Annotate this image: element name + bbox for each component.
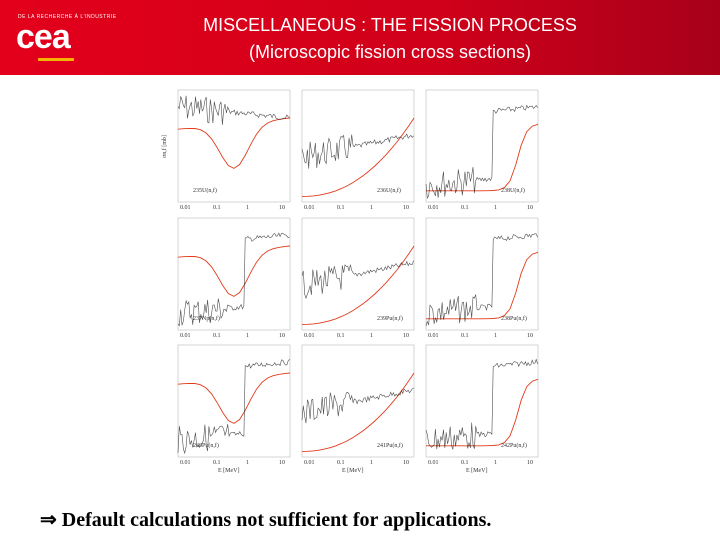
- panel-label: 235U(n,f): [193, 187, 217, 194]
- x-tick-label: 0.1: [213, 460, 221, 466]
- exp-data: [301, 133, 414, 169]
- panel-label: 238U(n,f): [501, 187, 525, 194]
- calc-curve: [177, 245, 291, 297]
- calc-curve: [177, 117, 291, 169]
- x-tick-label: 10: [279, 460, 285, 466]
- panel-label: 240Pu(n,f): [193, 442, 219, 449]
- panel-frame: [425, 344, 539, 458]
- panel-frame: [425, 89, 539, 203]
- bullet: ⇒ Default calculations not sufficient fo…: [40, 509, 492, 531]
- x-tick-label: 0.1: [461, 460, 469, 466]
- y-axis-label: σn,f [mb]: [161, 135, 168, 158]
- header: DE LA RECHERCHE À L'INDUSTRIE cea MISCEL…: [0, 0, 720, 75]
- logo: cea: [16, 18, 71, 56]
- x-tick-label: 0.01: [180, 460, 191, 466]
- x-tick-label: 1: [494, 205, 497, 211]
- x-axis-label: E [MeV]: [218, 468, 240, 474]
- panel-label: 239Pu(n,f): [377, 315, 403, 322]
- exp-data: [425, 104, 538, 200]
- x-tick-label: 0.01: [428, 460, 439, 466]
- x-tick-label: 0.01: [304, 205, 315, 211]
- x-tick-label: 0.01: [304, 460, 315, 466]
- x-tick-label: 10: [403, 205, 409, 211]
- x-axis-label: E [MeV]: [342, 468, 364, 474]
- x-tick-label: 10: [403, 460, 409, 466]
- x-tick-label: 0.1: [337, 333, 345, 339]
- x-tick-label: 10: [403, 333, 409, 339]
- x-tick-label: 1: [246, 333, 249, 339]
- x-tick-label: 10: [527, 333, 533, 339]
- panel-frame: [301, 217, 415, 331]
- x-tick-label: 0.01: [428, 333, 439, 339]
- x-tick-label: 0.01: [304, 333, 315, 339]
- calc-curve: [426, 123, 539, 192]
- x-tick-label: 0.01: [428, 205, 439, 211]
- exp-data: [301, 387, 414, 424]
- x-tick-label: 1: [246, 460, 249, 466]
- panel-frame: [177, 344, 291, 458]
- panel-frame: [425, 217, 539, 331]
- x-tick-label: 0.1: [461, 333, 469, 339]
- figure: σn,f [mb] 235U(n,f) 0.01 0.1 1 10 236U(n,f) 0.0…: [161, 89, 539, 474]
- exp-data: [425, 233, 538, 327]
- x-tick-label: 0.1: [337, 460, 345, 466]
- logo-bar: [38, 58, 74, 61]
- panel-label: 238Pu(n,f): [501, 315, 527, 322]
- title: MISCELLANEOUS : THE FISSION PROCESS: [203, 15, 577, 35]
- panel-frame: [301, 344, 415, 458]
- calc-curve: [426, 251, 539, 320]
- exp-data: [177, 95, 290, 125]
- exp-data: [425, 358, 538, 450]
- panel-label: 237Np(n,f): [193, 315, 220, 322]
- panel-label: 241Pu(n,f): [377, 442, 403, 449]
- org-name: DE LA RECHERCHE À L'INDUSTRIE: [18, 14, 117, 20]
- panel-frame: [177, 217, 291, 331]
- x-tick-label: 1: [370, 333, 373, 339]
- panel-label: 236U(n,f): [377, 187, 401, 194]
- x-tick-label: 10: [527, 460, 533, 466]
- x-tick-label: 10: [279, 333, 285, 339]
- x-tick-label: 0.1: [213, 205, 221, 211]
- panel-label: 242Pu(n,f): [501, 442, 527, 449]
- exp-data: [301, 260, 414, 300]
- x-tick-label: 1: [494, 460, 497, 466]
- calc-curve: [177, 372, 291, 424]
- x-tick-label: 10: [279, 205, 285, 211]
- panel-frame: [301, 89, 415, 203]
- calc-curve: [301, 372, 415, 452]
- x-tick-label: 1: [246, 205, 249, 211]
- x-tick-label: 0.1: [213, 333, 221, 339]
- x-tick-label: 0.01: [180, 333, 191, 339]
- x-tick-label: 1: [494, 333, 497, 339]
- x-tick-label: 0.01: [180, 205, 191, 211]
- exp-data: [177, 359, 290, 455]
- exp-data: [177, 232, 290, 327]
- x-tick-label: 1: [370, 205, 373, 211]
- x-tick-label: 0.1: [461, 205, 469, 211]
- calc-curve: [301, 117, 415, 197]
- x-tick-label: 10: [527, 205, 533, 211]
- calc-curve: [301, 245, 415, 325]
- panel-frame: [177, 89, 291, 203]
- x-tick-label: 1: [370, 460, 373, 466]
- x-tick-label: 0.1: [337, 205, 345, 211]
- subtitle: (Microscopic fission cross sections): [248, 42, 532, 62]
- x-axis-label: E [MeV]: [466, 468, 488, 474]
